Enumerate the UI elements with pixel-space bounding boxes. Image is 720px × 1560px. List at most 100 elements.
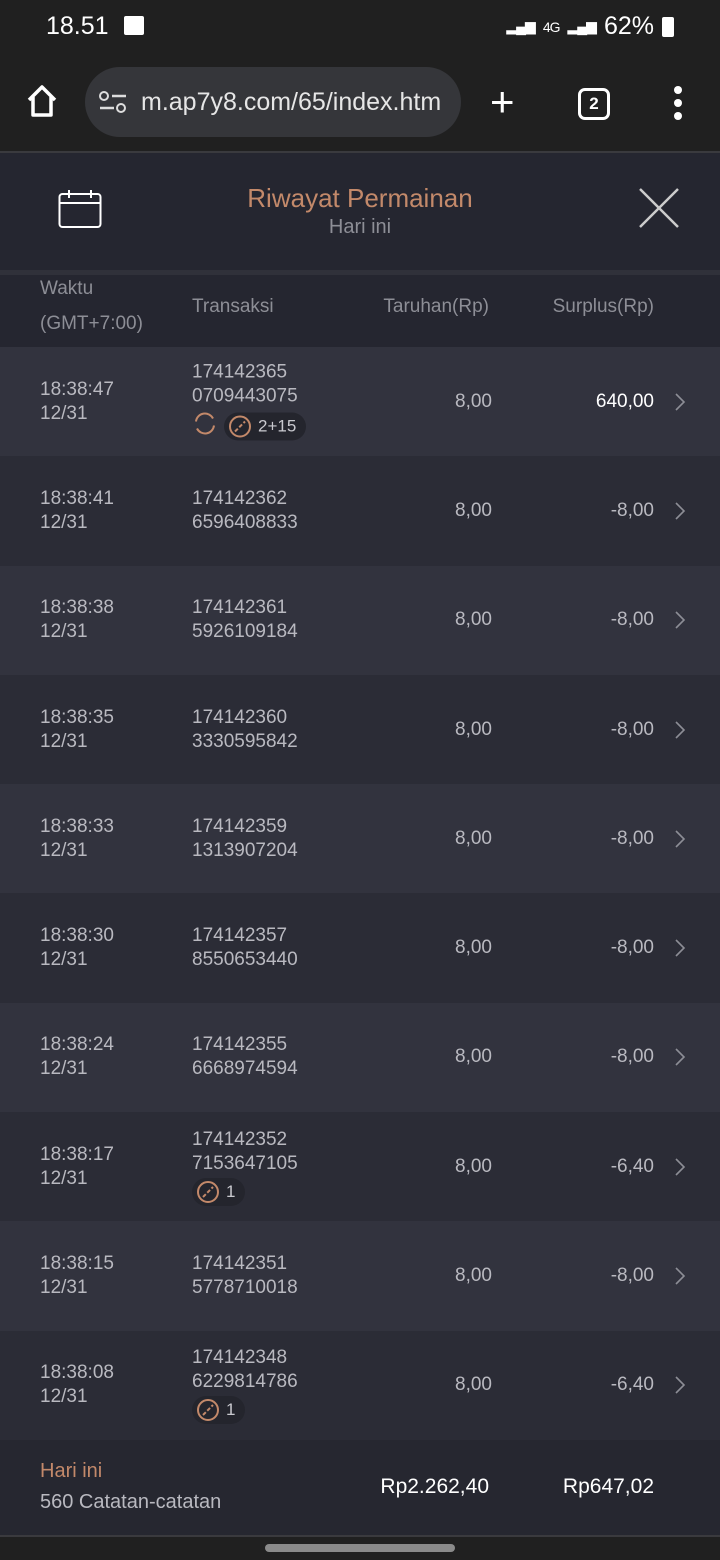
- total-surplus: Rp647,02: [562, 1475, 654, 1498]
- chevron-right-icon[interactable]: [674, 720, 686, 740]
- free-spin-count: 1: [226, 1400, 236, 1420]
- row-bet: 8,00: [455, 1265, 492, 1287]
- free-spin-badge: 1: [192, 1177, 246, 1206]
- row-date: 12/31: [40, 1167, 88, 1189]
- feature-badges: 2+15: [192, 410, 307, 443]
- row-bet: 8,00: [455, 1155, 492, 1177]
- row-surplus: -6,40: [610, 1374, 654, 1396]
- row-surplus: -8,00: [610, 1046, 654, 1068]
- transaction-id: 174142360: [192, 706, 288, 728]
- transaction-id-suffix: 5778710018: [192, 1277, 298, 1299]
- transaction-id-suffix: 6229814786: [192, 1371, 298, 1393]
- more-menu-icon[interactable]: [668, 86, 688, 120]
- transaction-id-suffix: 1313907204: [192, 839, 298, 861]
- free-spin-icon: [196, 1180, 220, 1204]
- new-tab-plus-icon[interactable]: +: [490, 78, 515, 125]
- home-icon[interactable]: [26, 84, 58, 118]
- table-row[interactable]: 18:38:47 12/31 174142365 0709443075 2+15 8,00…: [0, 347, 720, 457]
- history-list: 18:38:47 12/31 174142365 0709443075 2+15 8,00…: [0, 347, 720, 1440]
- row-bet: 8,00: [455, 718, 492, 740]
- chevron-right-icon[interactable]: [674, 1157, 686, 1177]
- network-type: 4G: [542, 18, 561, 35]
- close-icon[interactable]: [638, 187, 680, 229]
- respin-icon: [192, 410, 218, 443]
- free-spin-icon: [196, 1398, 220, 1422]
- row-bet: 8,00: [455, 609, 492, 631]
- row-date: 12/31: [40, 839, 88, 861]
- row-time: 18:38:35: [40, 706, 114, 728]
- row-time: 18:38:08: [40, 1362, 114, 1384]
- tab-switcher-button[interactable]: 2: [578, 88, 610, 120]
- chevron-right-icon[interactable]: [674, 1047, 686, 1067]
- chevron-right-icon[interactable]: [674, 610, 686, 630]
- row-date: 12/31: [40, 1277, 88, 1299]
- row-time: 18:38:33: [40, 815, 114, 837]
- free-spin-badge: 1: [192, 1396, 246, 1425]
- table-row[interactable]: 18:38:30 12/31 174142357 8550653440 8,00 -8,0…: [0, 893, 720, 1003]
- transaction-id-suffix: 0709443075: [192, 385, 298, 407]
- battery-charging-icon: [662, 16, 674, 37]
- feature-badges: 1: [192, 1396, 298, 1425]
- chevron-right-icon[interactable]: [674, 501, 686, 521]
- row-time: 18:38:24: [40, 1034, 114, 1056]
- record-count: 560 Catatan-catatan: [40, 1491, 222, 1513]
- row-surplus: -6,40: [610, 1155, 654, 1177]
- page-title: Riwayat Permainan: [247, 183, 473, 213]
- row-date: 12/31: [40, 1058, 88, 1080]
- free-spin-count: 2+15: [258, 416, 297, 436]
- row-time: 18:38:47: [40, 378, 114, 400]
- home-handle[interactable]: [265, 1544, 455, 1552]
- free-spin-count: 1: [226, 1181, 236, 1201]
- row-date: 12/31: [40, 730, 88, 752]
- chevron-right-icon[interactable]: [674, 1266, 686, 1286]
- address-bar[interactable]: m.ap7y8.com/65/index.htm: [85, 67, 461, 137]
- transaction-id: 174142365: [192, 361, 288, 383]
- transaction-id-suffix: 6668974594: [192, 1058, 298, 1080]
- column-transaction: Transaksi: [192, 296, 274, 317]
- battery-level: 62%: [603, 12, 654, 40]
- divider: [0, 270, 720, 275]
- table-row[interactable]: 18:38:41 12/31 174142362 6596408833 8,00 -8,0…: [0, 456, 720, 566]
- chevron-right-icon[interactable]: [674, 1375, 686, 1395]
- site-settings-icon[interactable]: [99, 91, 127, 113]
- signal-icon: ▂▄▆: [506, 18, 535, 34]
- row-date: 12/31: [40, 1386, 88, 1408]
- transaction-id-suffix: 8550653440: [192, 949, 298, 971]
- table-row[interactable]: 18:38:24 12/31 174142355 6668974594 8,00 -8,0…: [0, 1002, 720, 1113]
- free-spin-badge: 2+15: [224, 412, 307, 441]
- gallery-notification-icon: [124, 16, 144, 35]
- row-surplus: -8,00: [610, 609, 654, 631]
- row-surplus: -8,00: [610, 1265, 654, 1287]
- status-bar: 18.51 ▂▄▆ 4G ▂▄▆ 62%: [0, 0, 720, 52]
- row-surplus: -8,00: [610, 937, 654, 959]
- row-time: 18:38:15: [40, 1253, 114, 1275]
- chevron-right-icon[interactable]: [674, 829, 686, 849]
- transaction-id: 174142359: [192, 815, 288, 837]
- row-surplus: -8,00: [610, 827, 654, 849]
- table-row[interactable]: 18:38:08 12/31 174142348 6229814786 1 8,00 -6,…: [0, 1330, 720, 1440]
- table-row[interactable]: 18:38:35 12/31 174142360 3330595842 8,00 -8,0…: [0, 674, 720, 785]
- row-surplus: -8,00: [610, 499, 654, 521]
- row-date: 12/31: [40, 949, 88, 971]
- row-time: 18:38:38: [40, 597, 114, 619]
- summary-period: Hari ini: [40, 1460, 103, 1482]
- signal-icon: ▂▄▆: [567, 18, 597, 34]
- transaction-id: 174142351: [192, 1253, 288, 1275]
- date-filter-label[interactable]: Hari ini: [328, 216, 392, 238]
- row-bet: 8,00: [455, 390, 492, 412]
- browser-toolbar: m.ap7y8.com/65/index.htm + 2: [0, 52, 720, 152]
- table-row[interactable]: 18:38:15 12/31 174142351 5778710018 8,00 -8,0…: [0, 1221, 720, 1331]
- url-text: m.ap7y8.com/65/index.htm: [141, 87, 442, 116]
- calendar-icon[interactable]: [58, 189, 102, 229]
- table-row[interactable]: 18:38:33 12/31 174142359 1313907204 8,00 -8,0…: [0, 784, 720, 894]
- row-date: 12/31: [40, 402, 88, 424]
- table-row[interactable]: 18:38:38 12/31 174142361 5926109184 8,00 -8,0…: [0, 565, 720, 675]
- transaction-id: 174142355: [192, 1034, 288, 1056]
- free-spin-icon: [228, 415, 252, 439]
- column-bet: Taruhan(Rp): [383, 296, 489, 317]
- chevron-right-icon[interactable]: [674, 392, 686, 412]
- table-row[interactable]: 18:38:17 12/31 174142352 7153647105 1 8,00 -6,…: [0, 1112, 720, 1222]
- clock: 18.51: [46, 12, 109, 40]
- transaction-id: 174142357: [192, 925, 288, 947]
- chevron-right-icon[interactable]: [674, 938, 686, 958]
